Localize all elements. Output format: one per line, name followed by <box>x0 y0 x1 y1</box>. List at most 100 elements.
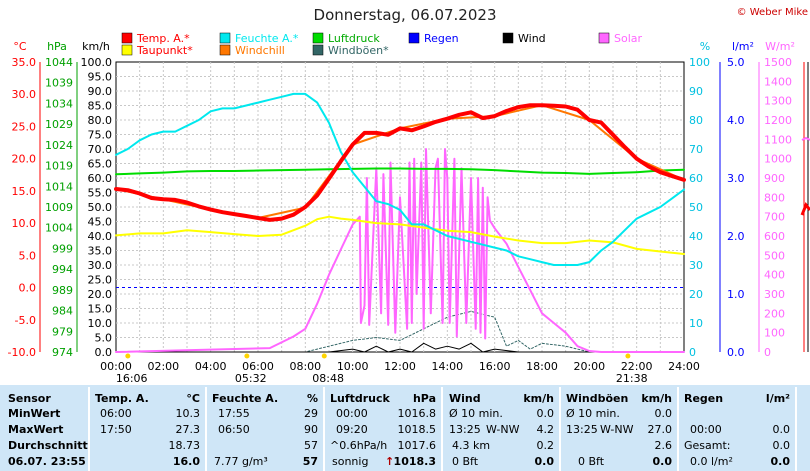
press-tick-label: 1044 <box>45 56 73 69</box>
temp-tick-label: 15.0 <box>12 185 37 198</box>
header-gust-unit: km/h <box>641 392 672 405</box>
header-temp-unit: °C <box>186 392 200 405</box>
wind-value: 4.2 <box>536 423 555 436</box>
temp-value: 16.0 <box>172 455 200 468</box>
time-mark-label: 16:06 <box>116 372 148 385</box>
temp-tick-label: 35.0 <box>12 56 37 69</box>
series-line-taupunkt <box>115 215 685 255</box>
solar-tick-label: 1100 <box>764 133 792 146</box>
press-tick-label: 984 <box>52 305 73 318</box>
table-header-row: Sensor Temp. A. °C Feuchte A. % Luftdruc… <box>0 390 810 407</box>
wind-tick-label: 100.0 <box>81 56 113 69</box>
press-time: 09:20 <box>336 423 368 436</box>
rain-time: 00:00 <box>690 423 722 436</box>
hum-tick-label: 10 <box>689 317 703 330</box>
wind-direction: W-NW <box>486 423 520 436</box>
solar-tick-label: 0 <box>764 346 771 359</box>
header-gust: Windböen <box>566 392 629 405</box>
temp-axis-unit: °C <box>13 40 27 53</box>
wind-tick-label: 85.0 <box>88 100 113 113</box>
wind-tick-label: 20.0 <box>88 288 113 301</box>
press-tick-label: 1034 <box>45 97 73 110</box>
series-line-wind <box>115 342 685 353</box>
x-tick-label: 18:00 <box>526 360 558 373</box>
neighbor-chart-stub <box>800 62 810 352</box>
press-tick-label: 1014 <box>45 180 73 193</box>
header-press: Luftdruck <box>330 392 390 405</box>
series-line-luftdruck <box>115 167 685 176</box>
wind-tick-label: 30.0 <box>88 259 113 272</box>
temp-value: 18.73 <box>168 439 201 452</box>
press-axis-unit: hPa <box>47 40 67 53</box>
rain-tick-label: 0.0 <box>727 346 745 359</box>
row-label: 06.07. 23:55 <box>8 455 86 468</box>
x-tick-label: 10:00 <box>337 360 369 373</box>
header-hum: Feuchte A. <box>212 392 279 405</box>
gust-value: 27.0 <box>647 423 673 436</box>
legend-swatch <box>219 32 231 44</box>
legend-swatch <box>121 44 133 56</box>
time-mark-label: 21:38 <box>616 372 648 385</box>
x-tick-label: 22:00 <box>621 360 653 373</box>
gust-time: 13:25 <box>566 423 598 436</box>
series-line-temp-a <box>114 103 686 222</box>
press-tick-label: 1024 <box>45 139 73 152</box>
legend-swatch <box>121 32 133 44</box>
hum-axis-unit: % <box>700 40 710 53</box>
temp-tick-label: -10.0 <box>8 346 36 359</box>
solar-tick-label: 500 <box>764 249 785 262</box>
wind-tick-label: 60.0 <box>88 172 113 185</box>
table-row: Durchschnitt 18.73 57 ^0.6hPa/h 1017.6 4… <box>0 437 810 454</box>
solar-tick-label: 100 <box>764 327 785 340</box>
temp-tick-label: 0.0 <box>19 282 37 295</box>
hum-tick-label: 20 <box>689 288 703 301</box>
press-tick-label: 979 <box>52 325 73 338</box>
table-divider <box>441 387 443 471</box>
series-line-solar <box>115 148 685 353</box>
table-divider <box>205 387 207 471</box>
wind-tick-label: 5.0 <box>95 332 113 345</box>
legend: Temp. A.* Feuchte A.* Luftdruck Regen Wind So… <box>121 32 643 57</box>
table-divider <box>677 387 679 471</box>
chart-title: Donnerstag, 06.07.2023 <box>314 6 497 24</box>
pressure-trend-arrow-icon: ↑ <box>385 455 395 468</box>
copyright-text: © Weber Mike <box>737 7 808 18</box>
axis-units: °C hPa km/h% l/m² W/m² <box>13 40 794 53</box>
hum-tick-label: 90 <box>689 85 703 98</box>
solar-tick-label: 900 <box>764 172 785 185</box>
solar-tick-label: 1300 <box>764 95 792 108</box>
table-row: MinWert 06:00 10.3 17:55 29 00:00 1016.8… <box>0 405 810 422</box>
press-value: 1018.3 <box>393 455 436 468</box>
press-tick-label: 1004 <box>45 222 73 235</box>
hum-value: 29 <box>304 407 318 420</box>
legend-label: Wind <box>518 32 546 45</box>
gust-direction: W-NW <box>600 423 634 436</box>
header-press-unit: hPa <box>412 392 436 405</box>
temp-value: 27.3 <box>175 423 201 436</box>
press-tick-label: 999 <box>52 242 73 255</box>
hum-tick-label: 60 <box>689 172 703 185</box>
legend-swatch <box>598 32 610 44</box>
x-tick-label: 08:00 <box>289 360 321 373</box>
axis-ticks: 35.030.025.020.015.010.05.00.0-5.0-10.01… <box>8 56 792 373</box>
solar-tick-label: 200 <box>764 307 785 320</box>
rain-total-label: Gesamt: <box>684 439 731 452</box>
hum-value: 57 <box>302 455 318 468</box>
temp-tick-label: 30.0 <box>12 88 37 101</box>
header-temp: Temp. A. <box>95 392 149 405</box>
table-divider <box>795 387 797 471</box>
hum-tick-label: 30 <box>689 259 703 272</box>
wind-tick-label: 45.0 <box>88 216 113 229</box>
solar-tick-label: 1000 <box>764 153 792 166</box>
table-divider <box>323 387 325 471</box>
legend-swatch <box>312 44 324 56</box>
wind-tick-label: 65.0 <box>88 158 113 171</box>
hum-value: 90 <box>304 423 318 436</box>
rain-axis-unit: l/m² <box>732 40 754 53</box>
hum-tick-label: 40 <box>689 230 703 243</box>
press-tick-label: 974 <box>52 346 73 359</box>
wind-tick-label: 0.0 <box>95 346 113 359</box>
row-label: Durchschnitt <box>8 439 88 452</box>
solar-tick-label: 800 <box>764 191 785 204</box>
hum-time: 06:50 <box>218 423 250 436</box>
